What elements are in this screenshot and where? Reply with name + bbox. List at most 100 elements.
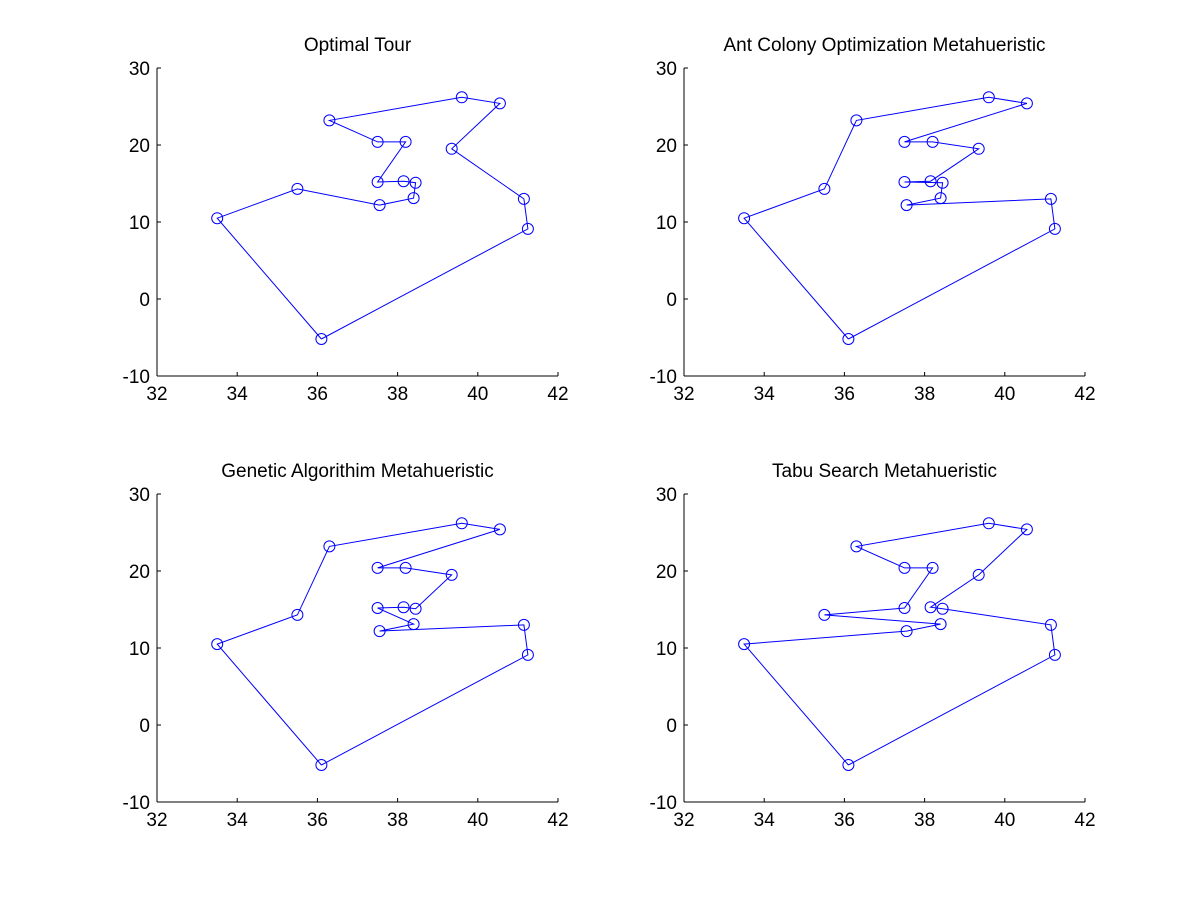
tour-path bbox=[216, 96, 529, 340]
x-tick-label: 42 bbox=[1074, 810, 1095, 831]
city-marker bbox=[738, 212, 751, 225]
city-marker bbox=[291, 182, 304, 195]
x-tick-label: 32 bbox=[673, 810, 694, 831]
y-tick-label: 10 bbox=[656, 213, 677, 234]
city-marker bbox=[211, 638, 224, 651]
city-marker bbox=[323, 114, 336, 127]
x-tick-label: 34 bbox=[227, 810, 249, 831]
city-marker bbox=[936, 176, 949, 189]
city-marker bbox=[738, 638, 751, 651]
y-tick-label: 20 bbox=[129, 562, 150, 583]
city-marker bbox=[926, 561, 939, 574]
x-tick-label: 36 bbox=[307, 810, 328, 831]
x-tick-label: 38 bbox=[387, 810, 408, 831]
city-marker bbox=[1044, 192, 1057, 205]
y-tick-label: 30 bbox=[656, 59, 677, 80]
y-tick-label: -10 bbox=[123, 367, 150, 388]
city-marker bbox=[972, 142, 985, 155]
x-tick-label: 36 bbox=[307, 384, 328, 405]
y-tick-label: 0 bbox=[139, 716, 150, 737]
city-marker bbox=[407, 192, 420, 205]
y-tick-label: 10 bbox=[129, 213, 150, 234]
city-marker bbox=[373, 199, 386, 212]
city-marker bbox=[1044, 618, 1057, 631]
city-marker bbox=[371, 602, 384, 614]
y-tick-label: -10 bbox=[650, 793, 677, 814]
city-marker bbox=[409, 176, 422, 189]
city-marker bbox=[315, 759, 328, 771]
x-tick-label: 34 bbox=[754, 810, 776, 831]
x-tick-label: 34 bbox=[754, 384, 776, 405]
city-marker bbox=[898, 176, 911, 188]
y-tick-label: 30 bbox=[656, 485, 677, 506]
city-marker bbox=[850, 540, 863, 553]
subplot-2: Ant Colony Optimization Metahueristic 32 3… bbox=[650, 35, 1096, 405]
y-tick-label: 20 bbox=[656, 136, 677, 157]
x-tick-label: 32 bbox=[146, 384, 167, 405]
city-marker bbox=[493, 523, 506, 536]
x-tick-label: 38 bbox=[914, 810, 935, 831]
city-marker bbox=[445, 142, 458, 155]
x-tick-label: 38 bbox=[914, 384, 935, 405]
city-marker bbox=[407, 618, 420, 631]
city-marker bbox=[1048, 222, 1061, 235]
city-marker bbox=[371, 176, 384, 188]
city-marker bbox=[521, 648, 534, 661]
city-marker bbox=[211, 212, 224, 225]
city-marker bbox=[371, 135, 384, 148]
city-marker bbox=[898, 135, 911, 148]
city-marker bbox=[455, 517, 468, 530]
city-marker bbox=[898, 602, 911, 614]
y-tick-label: 10 bbox=[656, 639, 677, 660]
x-tick-label: 42 bbox=[547, 810, 568, 831]
city-marker bbox=[373, 625, 386, 638]
x-tick-label: 38 bbox=[387, 384, 408, 405]
x-tick-label: 40 bbox=[994, 384, 1015, 405]
city-marker bbox=[842, 333, 855, 345]
y-tick-label: -10 bbox=[123, 793, 150, 814]
city-marker bbox=[291, 608, 304, 621]
city-marker bbox=[924, 175, 937, 188]
x-tick-label: 42 bbox=[547, 384, 568, 405]
subplot-title: Tabu Search Metahueristic bbox=[772, 461, 997, 482]
city-marker bbox=[972, 568, 985, 581]
city-marker bbox=[898, 561, 911, 574]
city-marker bbox=[924, 601, 937, 614]
city-marker bbox=[926, 135, 939, 148]
x-tick-label: 40 bbox=[467, 810, 488, 831]
city-marker bbox=[934, 618, 947, 631]
city-marker bbox=[936, 602, 949, 615]
city-marker bbox=[409, 602, 422, 615]
city-marker bbox=[818, 182, 831, 195]
tour-path bbox=[743, 96, 1056, 340]
x-tick-label: 32 bbox=[673, 384, 694, 405]
city-marker bbox=[982, 91, 995, 104]
city-marker bbox=[842, 759, 855, 771]
city-marker bbox=[521, 222, 534, 235]
city-marker bbox=[1048, 648, 1061, 661]
subplot-1: Optimal Tour 32 34 36 38 40 42 -10 0 10 20 30 bbox=[123, 35, 569, 405]
y-tick-label: 30 bbox=[129, 59, 150, 80]
tour-path bbox=[216, 522, 529, 766]
city-marker bbox=[399, 135, 412, 148]
city-marker bbox=[1020, 523, 1033, 536]
y-tick-label: 0 bbox=[139, 290, 150, 311]
subplot-title: Genetic Algorithim Metahueristic bbox=[221, 461, 493, 482]
y-tick-label: 30 bbox=[129, 485, 150, 506]
city-marker bbox=[1020, 97, 1033, 110]
city-marker bbox=[850, 114, 863, 127]
city-marker bbox=[455, 91, 468, 104]
city-marker bbox=[397, 175, 410, 188]
subplot-title: Ant Colony Optimization Metahueristic bbox=[723, 35, 1045, 56]
x-tick-label: 34 bbox=[227, 384, 249, 405]
city-marker bbox=[399, 561, 412, 574]
subplot-3: Genetic Algorithim Metahueristic 32 34 36 38… bbox=[123, 461, 569, 831]
tour-path bbox=[743, 522, 1056, 766]
x-tick-label: 36 bbox=[834, 384, 855, 405]
subplot-4: Tabu Search Metahueristic 32 34 36 38 40 42 -10… bbox=[650, 461, 1096, 831]
city-marker bbox=[900, 625, 913, 638]
x-tick-label: 32 bbox=[146, 810, 167, 831]
y-tick-label: 0 bbox=[666, 716, 677, 737]
